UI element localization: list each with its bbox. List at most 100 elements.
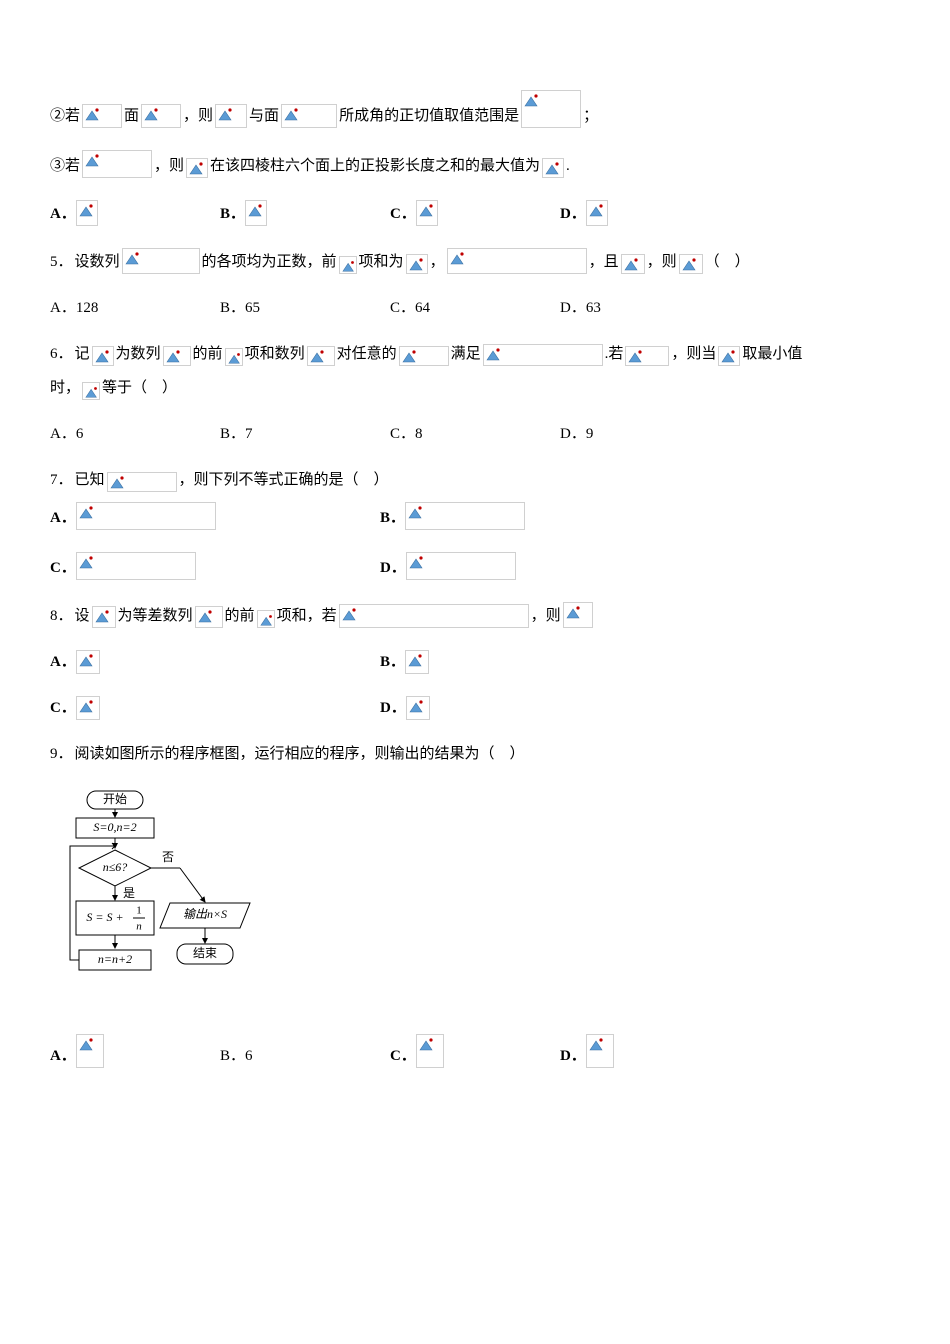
text: .若 <box>605 342 624 366</box>
placeholder-image <box>625 346 669 366</box>
option-label: D． <box>380 696 406 720</box>
placeholder-image <box>718 346 740 366</box>
option-label: C． <box>390 1044 416 1068</box>
text: . <box>566 154 570 178</box>
placeholder-image <box>76 552 196 580</box>
svg-text:n≤6?: n≤6? <box>103 860 128 874</box>
svg-text:1: 1 <box>136 905 142 917</box>
option-c: C． <box>390 200 560 226</box>
statement-2: ②若 面 ，则 与面 所成角的正切值取值范围是 ； <box>50 90 900 128</box>
option-b: B．7 <box>220 422 390 446</box>
text: 等于（ ） <box>102 376 177 400</box>
option-text: A．6 <box>50 422 83 446</box>
option-text: B．6 <box>220 1044 253 1068</box>
placeholder-image <box>76 502 216 530</box>
placeholder-image <box>281 104 337 128</box>
text: ， <box>430 250 445 274</box>
option-b: B． <box>380 650 710 674</box>
question-7: 7． 已知 ，则下列不等式正确的是（ ） <box>50 468 900 492</box>
text: 项和为 <box>359 250 404 274</box>
question-5-options: A．128 B．65 C．64 D．63 <box>50 296 900 320</box>
text: 设 <box>75 604 90 628</box>
option-label: C． <box>50 696 76 720</box>
option-label: C． <box>390 202 416 226</box>
svg-text:结束: 结束 <box>193 946 217 960</box>
option-d: D． <box>560 1034 730 1068</box>
text: 为等差数列 <box>118 604 193 628</box>
svg-text:是: 是 <box>123 886 135 900</box>
option-c: C．8 <box>390 422 560 446</box>
placeholder-image <box>186 158 208 178</box>
option-d: D． <box>560 200 730 226</box>
placeholder-image <box>405 650 429 674</box>
text: 设数列 <box>75 250 120 274</box>
svg-text:n: n <box>136 921 142 933</box>
question-8-options-row1: A． B． <box>50 650 900 674</box>
text: 记 <box>75 342 90 366</box>
placeholder-image <box>339 256 357 274</box>
text: 的各项均为正数，前 <box>202 250 337 274</box>
option-b: B．65 <box>220 296 390 320</box>
question-number: 9． <box>50 742 73 766</box>
option-label: D． <box>560 1044 586 1068</box>
svg-text:开始: 开始 <box>103 792 127 806</box>
text: 的前 <box>193 342 223 366</box>
option-d: D．63 <box>560 296 730 320</box>
text: 取最小值 <box>742 342 802 366</box>
placeholder-image <box>563 602 593 628</box>
text: ，则 <box>154 154 184 178</box>
option-d: D． <box>380 696 710 720</box>
placeholder-image <box>521 90 581 128</box>
option-text: B．7 <box>220 422 253 446</box>
text: ； <box>583 104 598 128</box>
question-number: 5． <box>50 250 73 274</box>
option-text: B．65 <box>220 296 260 320</box>
text: ，则下列不等式正确的是（ ） <box>179 468 389 492</box>
question-6-options: A．6 B．7 C．8 D．9 <box>50 422 900 446</box>
option-label: B． <box>220 202 245 226</box>
placeholder-image <box>586 1034 614 1068</box>
placeholder-image <box>307 346 335 366</box>
text: 与面 <box>249 104 279 128</box>
text: 项和数列 <box>245 342 305 366</box>
text: ②若 <box>50 104 80 128</box>
option-label: D． <box>560 202 586 226</box>
option-c: C．64 <box>390 296 560 320</box>
question-4-options: A． B． C． D． <box>50 200 900 226</box>
placeholder-image <box>447 248 587 274</box>
option-a: A． <box>50 1034 220 1068</box>
option-label: A． <box>50 506 76 530</box>
question-9: 9． 阅读如图所示的程序框图，运行相应的程序，则输出的结果为（ ） <box>50 742 900 766</box>
text: ，则 <box>531 604 561 628</box>
text: ，且 <box>589 250 619 274</box>
text: ，则当 <box>671 342 716 366</box>
placeholder-image <box>416 1034 444 1068</box>
placeholder-image <box>76 200 98 226</box>
text: （ ） <box>705 250 750 274</box>
placeholder-image <box>406 696 430 720</box>
option-b: B． <box>380 502 710 530</box>
option-label: C． <box>50 556 76 580</box>
text: 项和，若 <box>277 604 337 628</box>
statement-3: ③若 ，则 在该四棱柱六个面上的正投影长度之和的最大值为 . <box>50 150 900 178</box>
placeholder-image <box>483 344 603 366</box>
option-d: D．9 <box>560 422 730 446</box>
svg-text:S = S +: S = S + <box>86 910 123 924</box>
question-number: 6． <box>50 342 73 366</box>
text: 对任意的 <box>337 342 397 366</box>
placeholder-image <box>141 104 181 128</box>
text: 为数列 <box>116 342 161 366</box>
placeholder-image <box>82 382 100 400</box>
option-b: B． <box>220 200 390 226</box>
question-7-options-row1: A． B． <box>50 502 900 530</box>
placeholder-image <box>679 254 703 274</box>
text: ，则 <box>647 250 677 274</box>
text: 已知 <box>75 468 105 492</box>
option-text: A．128 <box>50 296 98 320</box>
placeholder-image <box>621 254 645 274</box>
text: 所成角的正切值取值范围是 <box>339 104 519 128</box>
placeholder-image <box>163 346 191 366</box>
flowchart-diagram: 开始S=0,n=2n≤6?否是S = S +1nn=n+2输出n×S结束 <box>50 788 900 1016</box>
placeholder-image <box>225 348 243 366</box>
option-label: D． <box>380 556 406 580</box>
